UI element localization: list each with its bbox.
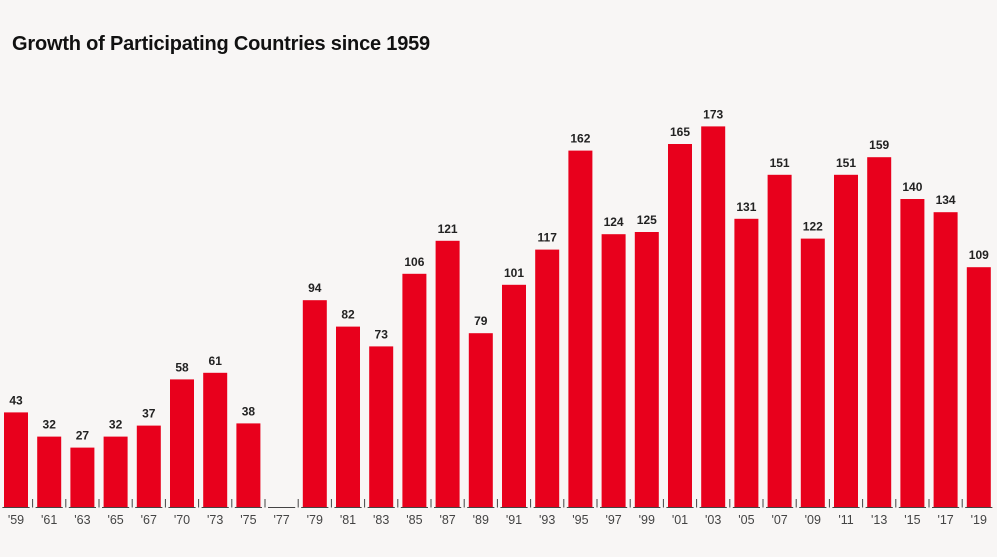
- chart-title: Growth of Participating Countries since …: [12, 33, 430, 55]
- bar-value-label: 94: [308, 281, 322, 295]
- x-tick-label: '01: [672, 513, 688, 527]
- bar-value-label: 109: [969, 248, 989, 262]
- bar-83: [369, 346, 394, 507]
- x-tick-label: '85: [406, 513, 422, 527]
- bar-value-label: 61: [209, 354, 223, 368]
- x-tick-label: '87: [439, 513, 455, 527]
- x-tick-label: '73: [207, 513, 223, 527]
- x-tick-label: '65: [107, 513, 123, 527]
- bar-value-label: 122: [803, 220, 823, 234]
- x-tick-label: '59: [8, 513, 24, 527]
- bar-61: [37, 436, 62, 507]
- bar-value-label: 151: [770, 156, 790, 170]
- bar-05: [734, 218, 759, 508]
- bar-75: [236, 423, 261, 507]
- bar-79: [302, 300, 327, 507]
- bar-13: [867, 157, 892, 507]
- bar-15: [900, 199, 925, 507]
- bar-value-label: 165: [670, 125, 690, 139]
- x-tick-label: '13: [871, 513, 887, 527]
- bar-value-label: 151: [836, 156, 856, 170]
- x-tick-label: '81: [340, 513, 356, 527]
- x-tick-label: '11: [838, 513, 853, 527]
- bar-95: [568, 150, 593, 507]
- bar-value-label: 121: [438, 222, 458, 236]
- bar-value-labels: 43 32 27 32 37 58 61 38 94 82 73 106 121 79 101 117 162 1…: [9, 107, 989, 442]
- x-tick-label: '99: [639, 513, 655, 527]
- bar-value-label: 173: [703, 107, 723, 121]
- bar-73: [203, 372, 228, 507]
- x-tick-label: '91: [506, 513, 522, 527]
- x-tick-label: '75: [240, 513, 256, 527]
- x-tick-label: '95: [572, 513, 588, 527]
- bar-value-label: 117: [538, 231, 558, 245]
- baseline-ticks: [2, 499, 993, 508]
- bar-value-label: 131: [736, 200, 756, 214]
- x-tick-label: '79: [307, 513, 323, 527]
- bar-59: [4, 412, 28, 507]
- bar-67: [136, 425, 161, 507]
- bars: [4, 126, 991, 508]
- bar-63: [70, 447, 95, 507]
- bar-value-label: 58: [175, 360, 189, 374]
- bar-17: [933, 212, 958, 507]
- bar-value-label: 27: [76, 429, 90, 443]
- bar-07: [767, 174, 792, 508]
- bar-99: [634, 232, 659, 507]
- bar-97: [601, 234, 626, 507]
- bar-value-label: 73: [375, 327, 389, 341]
- x-tick-label: '83: [373, 513, 389, 527]
- bar-value-label: 37: [142, 407, 156, 421]
- bar-value-label: 106: [404, 255, 424, 269]
- bar-01: [668, 144, 692, 507]
- bar-19: [966, 267, 991, 507]
- x-tick-label: '19: [971, 513, 987, 527]
- bar-value-label: 124: [604, 215, 624, 229]
- x-tick-label: '93: [539, 513, 555, 527]
- x-tick-label: '77: [273, 513, 289, 527]
- bar-value-label: 38: [242, 404, 256, 418]
- bar-value-label: 134: [936, 193, 956, 207]
- bar-70: [170, 379, 194, 507]
- bar-value-label: 43: [9, 393, 23, 407]
- bar-93: [535, 249, 560, 507]
- x-tick-label: '17: [937, 513, 953, 527]
- x-tick-label: '03: [705, 513, 721, 527]
- bar-91: [502, 284, 526, 507]
- x-tick-label: '09: [805, 513, 821, 527]
- bar-03: [701, 126, 726, 508]
- x-tick-label: '61: [41, 513, 57, 527]
- bar-09: [800, 238, 825, 507]
- x-tick-label: '67: [141, 513, 157, 527]
- bar-11: [834, 174, 858, 508]
- bar-65: [103, 436, 128, 507]
- bar-85: [402, 273, 427, 507]
- x-tick-label: '63: [74, 513, 90, 527]
- x-tick-label: '89: [473, 513, 489, 527]
- bar-87: [435, 240, 460, 508]
- bar-value-label: 125: [637, 213, 657, 227]
- bar-89: [468, 333, 493, 507]
- bar-81: [336, 326, 360, 507]
- bar-value-label: 101: [504, 266, 524, 280]
- bar-value-label: 162: [570, 132, 590, 146]
- x-tick-label: '07: [771, 513, 787, 527]
- x-tick-label: '15: [904, 513, 920, 527]
- x-tick-label: '05: [738, 513, 754, 527]
- bar-value-label: 32: [109, 418, 123, 432]
- bar-value-label: 32: [43, 418, 57, 432]
- bar-value-label: 79: [474, 314, 488, 328]
- x-axis-tick-labels: '59 '61 '63 '65 '67 '70 '73 '75 '77 '79 '81 '83 '85 '…: [8, 513, 987, 527]
- x-tick-label: '97: [605, 513, 621, 527]
- bar-value-label: 140: [902, 180, 922, 194]
- bar-value-label: 159: [869, 138, 889, 152]
- bar-value-label: 82: [341, 308, 355, 322]
- x-tick-label: '70: [174, 513, 190, 527]
